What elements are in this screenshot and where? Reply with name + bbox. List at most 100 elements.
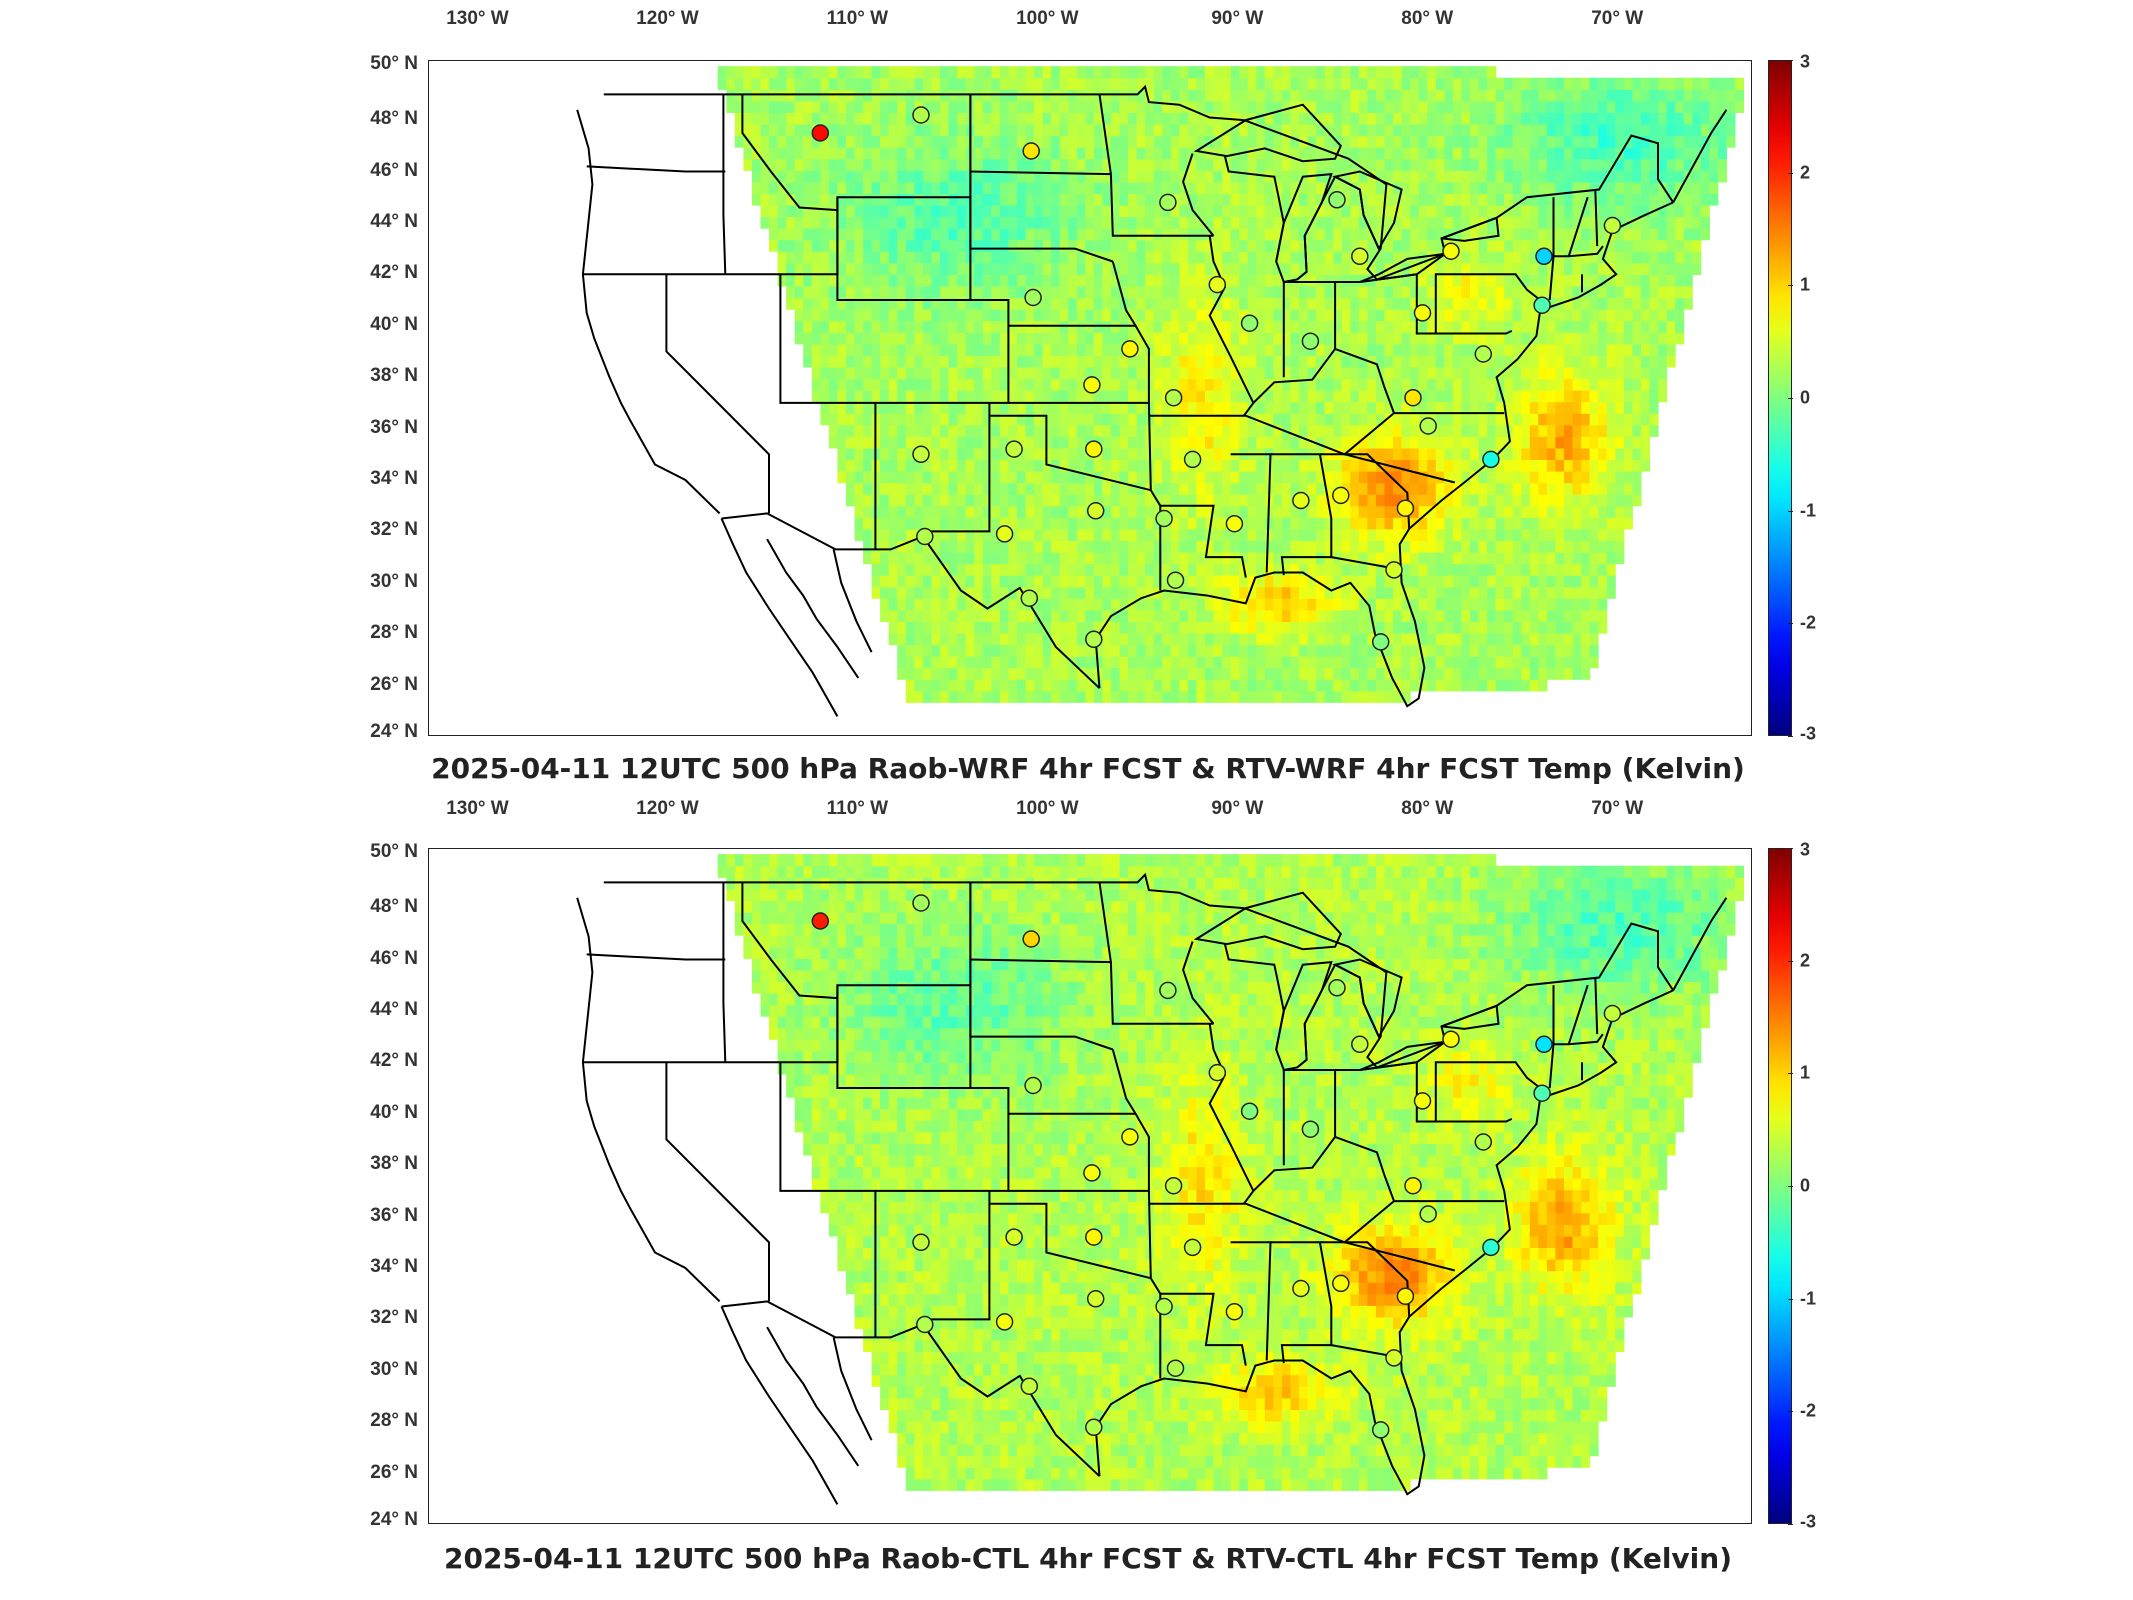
raob-station-marker[interactable] [1442, 1030, 1460, 1048]
raob-station-marker[interactable] [1083, 376, 1101, 394]
raob-station-marker[interactable] [1332, 1274, 1350, 1293]
raob-station-marker[interactable] [1024, 1076, 1042, 1095]
raob-station-marker[interactable] [1371, 1421, 1390, 1439]
raob-station-marker[interactable] [1396, 1287, 1415, 1305]
raob-station-marker[interactable] [1166, 571, 1185, 589]
latitude-tick-label: 36° N [370, 416, 418, 438]
colorbar-tick-mark [1788, 1411, 1793, 1413]
raob-station-marker[interactable] [1371, 633, 1390, 651]
temperature-field [717, 66, 1745, 703]
raob-station-marker[interactable] [1533, 296, 1551, 314]
raob-station-marker[interactable] [1603, 1004, 1622, 1023]
raob-station-marker[interactable] [1535, 1035, 1553, 1054]
raob-station-marker[interactable] [1533, 1084, 1551, 1102]
raob-station-marker[interactable] [1332, 486, 1350, 505]
raob-station-marker[interactable] [912, 894, 930, 912]
raob-station-marker[interactable] [1292, 1279, 1310, 1298]
raob-station-marker[interactable] [1301, 332, 1320, 350]
raob-station-marker[interactable] [1083, 1164, 1101, 1182]
raob-station-marker[interactable] [1183, 450, 1202, 469]
raob-station-marker[interactable] [916, 527, 934, 546]
raob-station-marker[interactable] [1396, 499, 1415, 517]
raob-station-marker[interactable] [1121, 340, 1139, 358]
raob-station-marker[interactable] [1328, 191, 1346, 209]
colorbar-tick-label: 1 [1800, 274, 1811, 295]
raob-station-marker[interactable] [1419, 1205, 1437, 1223]
raob-station-marker[interactable] [1005, 1228, 1023, 1246]
raob-station-marker[interactable] [916, 1315, 934, 1334]
latitude-tick-label: 24° N [370, 1509, 418, 1530]
raob-station-marker[interactable] [1085, 1228, 1103, 1246]
map-plot-area[interactable] [428, 848, 1752, 1524]
raob-station-marker[interactable] [1419, 417, 1437, 435]
latitude-tick-label: 28° N [370, 622, 418, 644]
raob-station-marker[interactable] [995, 525, 1014, 543]
raob-station-marker[interactable] [1085, 440, 1103, 458]
raob-station-marker[interactable] [1183, 1238, 1202, 1257]
raob-station-marker[interactable] [1292, 491, 1310, 510]
raob-station-marker[interactable] [1085, 630, 1103, 649]
raob-station-marker[interactable] [1404, 388, 1422, 407]
raob-station-marker[interactable] [1351, 247, 1369, 266]
raob-station-marker[interactable] [1121, 1128, 1139, 1146]
map-plot-area[interactable] [428, 60, 1752, 736]
raob-station-marker[interactable] [1005, 440, 1023, 458]
colorbar-tick-label: 3 [1800, 839, 1811, 860]
raob-station-marker[interactable] [1482, 450, 1500, 469]
colorbar-tick-label: -3 [1800, 1511, 1817, 1532]
raob-station-marker[interactable] [1535, 247, 1553, 266]
raob-station-marker[interactable] [1022, 142, 1040, 160]
raob-station-marker[interactable] [995, 1313, 1014, 1331]
raob-station-marker[interactable] [1155, 1297, 1173, 1316]
temperature-difference-map [576, 854, 1745, 1505]
raob-station-marker[interactable] [1474, 345, 1493, 363]
raob-station-marker[interactable] [1474, 1133, 1493, 1151]
raob-station-marker[interactable] [1020, 1377, 1039, 1395]
raob-station-marker[interactable] [1020, 589, 1039, 607]
raob-station-marker[interactable] [1159, 193, 1177, 212]
raob-station-marker[interactable] [1482, 1238, 1500, 1257]
raob-station-marker[interactable] [912, 106, 930, 124]
raob-station-marker[interactable] [1240, 1102, 1259, 1120]
raob-station-marker[interactable] [1301, 1120, 1320, 1138]
longitude-tick-label: 100° W [1016, 798, 1079, 819]
raob-station-marker[interactable] [1164, 388, 1183, 407]
colorbar-tick-mark [1788, 1524, 1793, 1525]
raob-station-marker[interactable] [1085, 1418, 1103, 1437]
raob-station-marker[interactable] [1603, 216, 1622, 235]
raob-station-marker[interactable] [912, 445, 930, 464]
colorbar-tick-mark [1788, 510, 1793, 512]
raob-station-marker[interactable] [1166, 1359, 1185, 1377]
raob-station-marker[interactable] [1442, 242, 1460, 260]
raob-station-marker[interactable] [1225, 1302, 1244, 1321]
latitude-tick-label: 48° N [370, 896, 418, 918]
raob-station-marker[interactable] [1240, 314, 1259, 332]
raob-station-marker[interactable] [1086, 502, 1105, 520]
raob-station-marker[interactable] [1351, 1035, 1369, 1054]
raob-station-marker[interactable] [1022, 930, 1040, 948]
latitude-tick-label: 38° N [370, 365, 418, 387]
raob-station-marker[interactable] [1225, 514, 1244, 533]
raob-station-marker[interactable] [1404, 1176, 1422, 1195]
colorbar-tick-mark [1788, 848, 1793, 849]
colorbar-tick-label: 1 [1800, 1062, 1811, 1083]
raob-station-marker[interactable] [1413, 1092, 1432, 1110]
raob-station-marker[interactable] [1208, 275, 1227, 294]
colorbar-tick-mark [1788, 623, 1793, 625]
latitude-tick-label: 44° N [370, 998, 418, 1020]
raob-station-marker[interactable] [1024, 288, 1042, 307]
raob-station-marker[interactable] [1164, 1176, 1183, 1195]
map-panel-bottom: 130° W 120° W 110° W 100° W 90° W 80° W 70° W … [0, 790, 2133, 1600]
raob-station-marker[interactable] [1413, 304, 1432, 322]
colorbar-tick-mark [1788, 60, 1793, 61]
raob-station-marker[interactable] [1159, 981, 1177, 1000]
raob-station-marker[interactable] [912, 1233, 930, 1252]
raob-station-marker[interactable] [811, 912, 830, 930]
raob-station-marker[interactable] [1155, 509, 1173, 528]
raob-station-marker[interactable] [1385, 561, 1403, 579]
raob-station-marker[interactable] [1086, 1290, 1105, 1308]
raob-station-marker[interactable] [1328, 979, 1346, 997]
raob-station-marker[interactable] [1385, 1349, 1403, 1367]
raob-station-marker[interactable] [1208, 1063, 1227, 1082]
raob-station-marker[interactable] [811, 124, 830, 142]
